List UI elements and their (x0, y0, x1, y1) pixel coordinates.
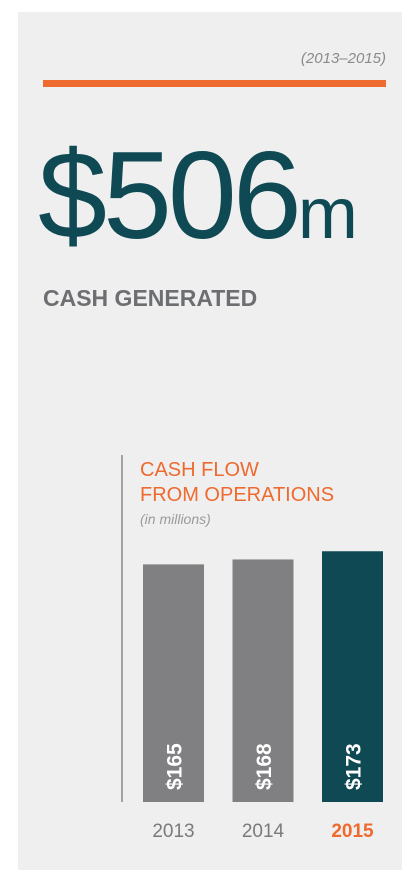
amount-unit: m (298, 174, 354, 254)
amount-value: $506 (38, 127, 298, 265)
chart-title-line: FROM OPERATIONS (140, 484, 334, 506)
value-label: $173 (343, 743, 366, 790)
headline-label: CASH GENERATED (43, 285, 257, 311)
amount: $506m (38, 127, 354, 265)
bar (322, 551, 383, 802)
bar (232, 559, 294, 802)
x-tick-label: 2014 (242, 821, 285, 842)
value-label: $165 (164, 743, 187, 790)
x-tick-label: 2015 (331, 821, 374, 842)
accent-rule (43, 80, 386, 87)
value-label: $168 (253, 743, 276, 790)
period: (2013–2015) (301, 50, 386, 67)
bar (143, 564, 204, 802)
chart-subtitle: (in millions) (140, 511, 211, 527)
x-tick-label: 2013 (152, 821, 194, 842)
chart-title-line: CASH FLOW (140, 459, 259, 481)
